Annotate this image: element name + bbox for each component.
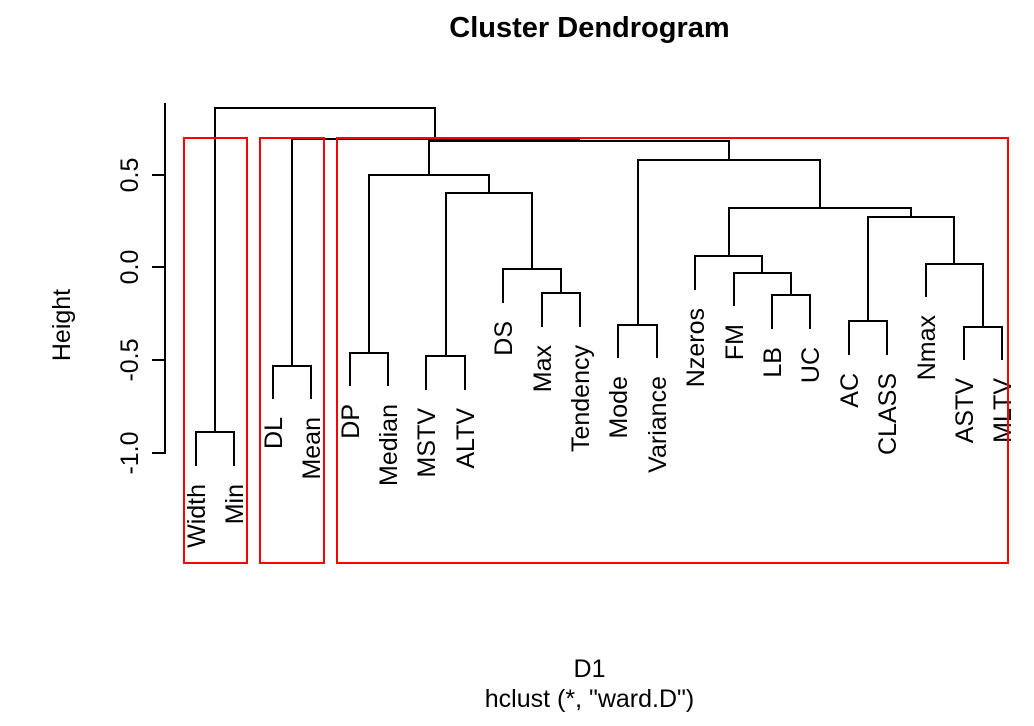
dendrogram-branch: [819, 159, 821, 209]
x-axis-label: D1: [573, 655, 606, 683]
y-axis-tick-mark: [152, 173, 165, 176]
dendrogram-branch: [694, 256, 697, 290]
dendrogram-branch: [790, 272, 793, 297]
clustering-method-note: hclust (*, "ward.D"): [484, 684, 695, 713]
dendrogram-branch: [809, 295, 812, 329]
dendrogram-branch: [761, 256, 764, 274]
dendrogram-branch: [233, 432, 236, 466]
dendrogram-branch: [577, 139, 580, 143]
y-axis-line: [164, 103, 166, 454]
dendrogram-branch: [367, 174, 370, 354]
dendrogram-branch: [434, 107, 437, 141]
y-axis-tick-mark: [152, 266, 165, 269]
dendrogram-merge-bar: [214, 106, 437, 109]
dendrogram-branch: [348, 352, 351, 387]
dendrogram-branch: [463, 356, 466, 390]
page-title: Cluster Dendrogram: [449, 12, 730, 44]
dendrogram-branch: [655, 324, 658, 359]
dendrogram-branch: [531, 193, 533, 271]
dendrogram-branch: [579, 293, 581, 327]
cluster-box-1: [182, 137, 248, 564]
dendrogram-branch: [953, 217, 956, 265]
dendrogram-branch: [963, 326, 965, 361]
y-tick-label: -0.5: [116, 338, 144, 382]
cluster-box-2: [259, 137, 325, 564]
dendrogram-branch: [502, 269, 505, 303]
dendrogram-branch: [310, 365, 313, 400]
cluster-box-3: [336, 137, 1009, 564]
dendrogram-branch: [540, 293, 543, 327]
dendrogram-branch: [214, 107, 217, 434]
dendrogram-branch: [886, 321, 889, 355]
dendrogram-branch: [1001, 326, 1004, 361]
dendrogram-branch: [636, 159, 639, 326]
dendrogram-branch: [732, 272, 735, 307]
dendrogram-branch: [924, 263, 927, 298]
y-tick-label: -1.0: [116, 431, 144, 475]
dendrogram-branch: [559, 269, 562, 295]
dendrogram-branch: [487, 174, 490, 195]
dendrogram-branch: [910, 207, 913, 219]
dendrogram-branch: [771, 295, 773, 329]
dendrogram-branch: [291, 139, 293, 367]
dendrogram-branch: [617, 324, 620, 359]
dendrogram-branch: [195, 432, 197, 466]
x-axis-caption: D1 hclust (*, "ward.D"): [166, 655, 1013, 714]
dendrogram-branch: [444, 193, 447, 358]
y-axis-tick-mark: [152, 451, 165, 454]
dendrogram-branch: [847, 321, 850, 355]
dendrogram-branch: [867, 217, 869, 323]
dendrogram-branch: [427, 141, 430, 176]
dendrogram-branch: [271, 365, 274, 400]
dendrogram-branch: [982, 263, 985, 328]
dendrogram-branch: [727, 141, 730, 161]
y-tick-label: 0.0: [116, 249, 144, 285]
y-axis-tick-mark: [152, 359, 165, 362]
dendrogram-branch: [387, 352, 389, 387]
dendrogram-branch: [727, 207, 730, 258]
y-axis-label: Height: [48, 288, 76, 362]
y-tick-label: 0.5: [116, 157, 144, 192]
dendrogram-branch: [425, 356, 428, 390]
